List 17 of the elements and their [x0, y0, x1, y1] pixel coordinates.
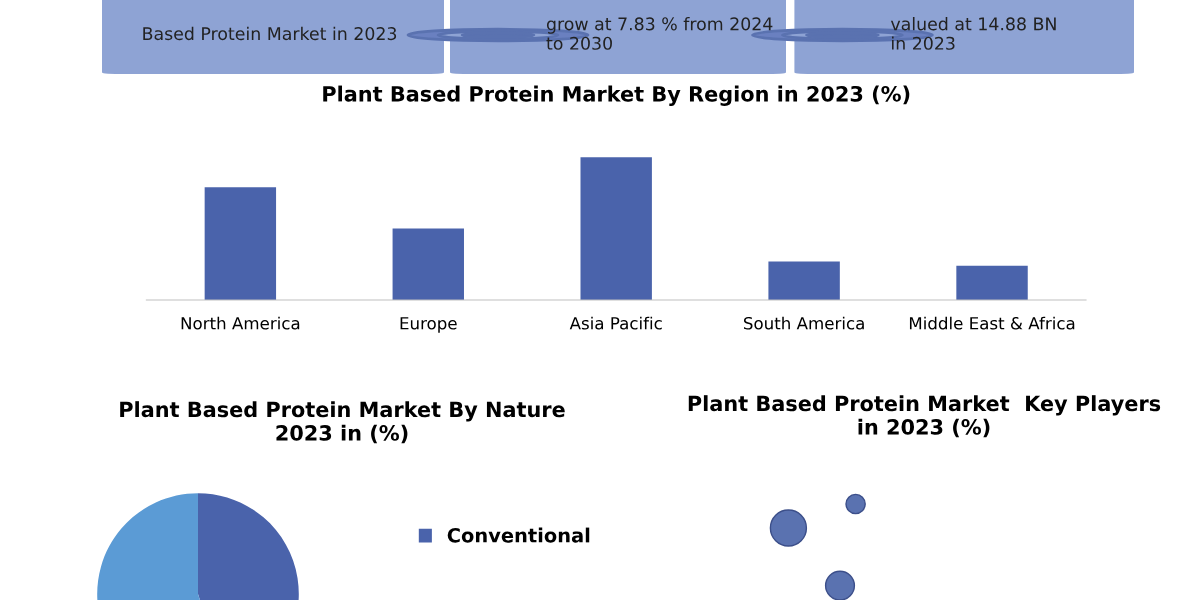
x-tick-label: North America	[181, 316, 300, 330]
x-tick-label: South America	[743, 316, 864, 330]
bar	[768, 261, 840, 300]
text: Plant Based Protein Market Key Players in 2023 (%)	[688, 395, 1161, 438]
text: valued at 14.88 BN in 2023	[890, 16, 1056, 50]
bar	[392, 228, 464, 300]
x-tick-label: Middle East & Africa	[909, 316, 1075, 330]
x-tick-label: Europe	[400, 317, 457, 333]
chart-title: Plant Based Protein Market By Region in 2023 (%)	[323, 85, 910, 106]
legend-label: Conventional	[447, 527, 590, 543]
text: grow at 7.83 % from 2024 to 2030	[546, 16, 773, 50]
bar	[580, 157, 652, 300]
bar	[956, 265, 1028, 300]
x-tick-label: Asia Pacific	[569, 316, 662, 330]
bar	[204, 187, 277, 300]
chart-title: Plant Based Protein Market By Nature 2023 in (%)	[120, 401, 565, 444]
text: Based Protein Market in 2023	[143, 26, 397, 41]
